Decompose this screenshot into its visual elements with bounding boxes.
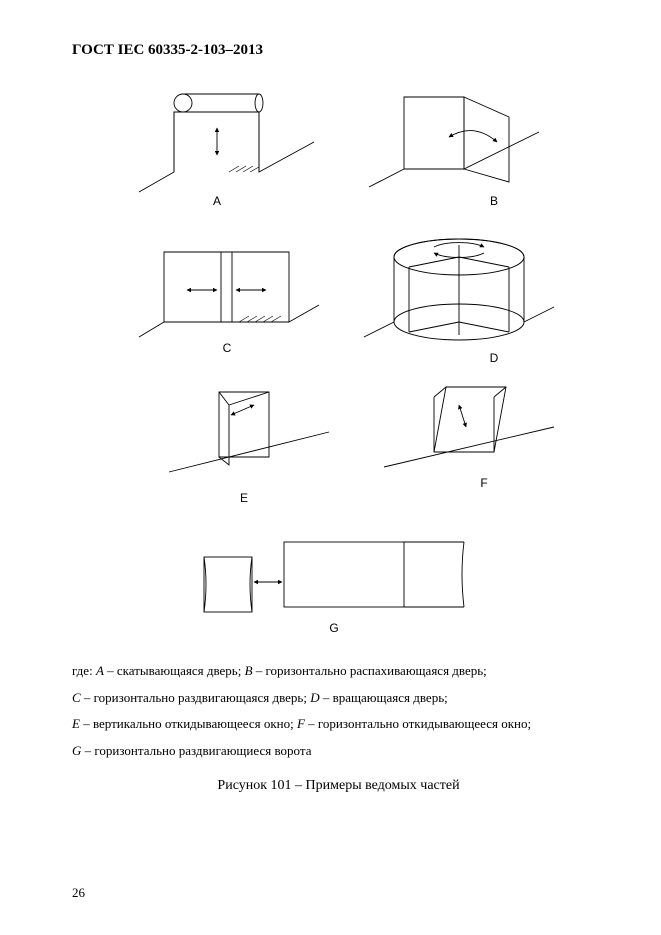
figure-101: A B <box>72 77 605 647</box>
diagram-e: E <box>169 392 329 505</box>
diagram-a: A <box>139 94 314 208</box>
diagram-b: B <box>369 97 539 208</box>
label-e: E <box>239 491 247 505</box>
label-c: C <box>222 341 231 355</box>
diagram-d: D <box>364 239 554 365</box>
figure-legend: где: A – скатывающаяся дверь; B – горизо… <box>72 659 605 764</box>
label-a: A <box>212 194 220 208</box>
label-d: D <box>489 351 498 365</box>
legend-line-3: E – вертикально откидывающееся окно; F –… <box>72 712 605 737</box>
diagram-f: F <box>384 387 554 490</box>
legend-line-4: G – горизонтально раздвигающиеся ворота <box>72 739 605 764</box>
legend-line-1: где: A – скатывающаяся дверь; B – горизо… <box>72 659 605 684</box>
label-g: G <box>329 621 338 635</box>
diagram-g: G <box>204 542 464 635</box>
page-number: 26 <box>72 885 85 901</box>
label-b: B <box>489 194 497 208</box>
legend-line-2: C – горизонтально раздвигающаяся дверь; … <box>72 686 605 711</box>
doc-header: ГОСТ IEC 60335-2-103–2013 <box>72 42 605 59</box>
page: ГОСТ IEC 60335-2-103–2013 <box>0 0 661 935</box>
figure-caption: Рисунок 101 – Примеры ведомых частей <box>72 778 605 794</box>
diagram-c: C <box>139 252 319 355</box>
figure-svg: A B <box>109 77 569 647</box>
label-f: F <box>480 476 487 490</box>
